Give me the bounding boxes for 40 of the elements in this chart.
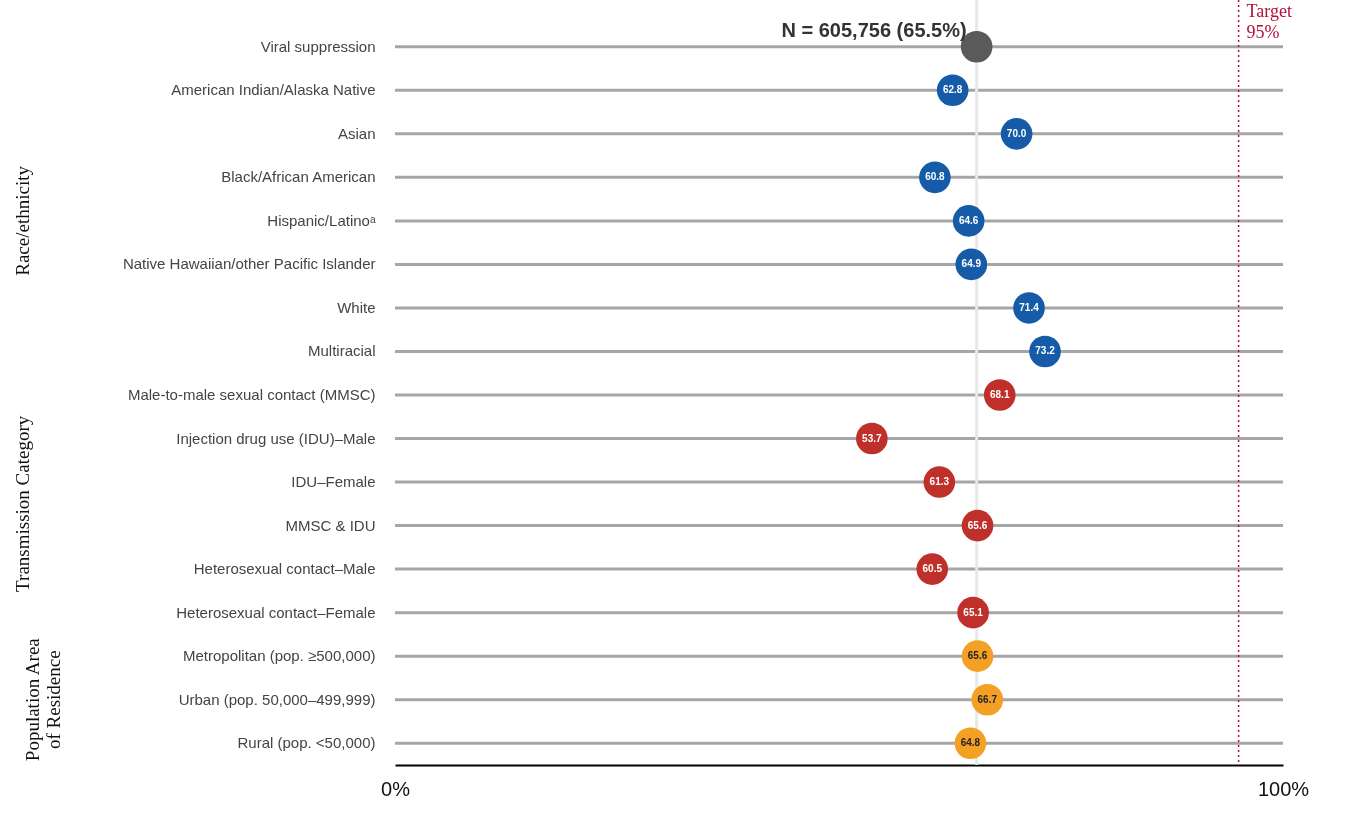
- text: Transmission Category: [12, 415, 33, 592]
- x-tick-label: 0%: [381, 777, 411, 800]
- data-label: 64.8: [960, 737, 981, 749]
- data-label: 62.8: [942, 84, 963, 96]
- y-tick-label: IDU–Female: [291, 473, 376, 491]
- data-label: 53.7: [862, 432, 883, 444]
- data-label: 64.6: [958, 214, 979, 226]
- y-tick-label: Multiracial: [307, 342, 376, 360]
- y-tick-label: Rural (pop. <50,000): [237, 734, 376, 752]
- data-label: 65.6: [967, 650, 988, 662]
- y-tick-label: Viral suppression: [260, 37, 376, 55]
- data-label: 60.5: [922, 563, 943, 575]
- y-tick-label: Native Hawaiian/other Pacific Islander: [122, 255, 376, 273]
- text: Race/ethnicity: [12, 165, 33, 276]
- ref-line-label: Target 95%: [1246, 1, 1292, 42]
- y-tick-label: White: [337, 298, 376, 316]
- y-tick-label: Metropolitan (pop. ≥500,000): [182, 647, 376, 665]
- data-label: N = 605,756 (65.5%): [781, 18, 967, 41]
- data-label: 68.1: [989, 389, 1010, 400]
- x-tick-label: 100%: [1257, 777, 1310, 800]
- text: Population Area of Residence: [22, 637, 64, 762]
- data-label: 64.9: [961, 258, 982, 270]
- data-label: 70.0: [1006, 127, 1027, 139]
- y-tick-label: Male-to-male sexual contact (MMSC): [127, 386, 376, 403]
- y-tick-label: Heterosexual contact–Male: [193, 560, 376, 578]
- data-label: 61.3: [929, 476, 950, 488]
- data-label: 60.8: [925, 171, 946, 183]
- y-tick-label: Injection drug use (IDU)–Male: [176, 429, 376, 447]
- y-tick-label: Black/African American: [221, 168, 376, 186]
- data-label: 66.7: [977, 693, 998, 705]
- y-tick-label: Hispanic/Latinoᵃ: [267, 211, 376, 229]
- y-tick-label: Heterosexual contact–Female: [176, 603, 376, 621]
- data-label: 65.1: [963, 606, 984, 618]
- data-label: 73.2: [1035, 345, 1056, 357]
- data-label: 65.6: [967, 519, 988, 531]
- y-tick-label: Urban (pop. 50,000–499,999): [178, 690, 376, 708]
- y-tick-label: MMSC & IDU: [285, 516, 376, 534]
- y-tick-label: American Indian/Alaska Native: [171, 81, 376, 99]
- data-label: 71.4: [1019, 301, 1040, 313]
- y-tick-label: Asian: [337, 124, 376, 142]
